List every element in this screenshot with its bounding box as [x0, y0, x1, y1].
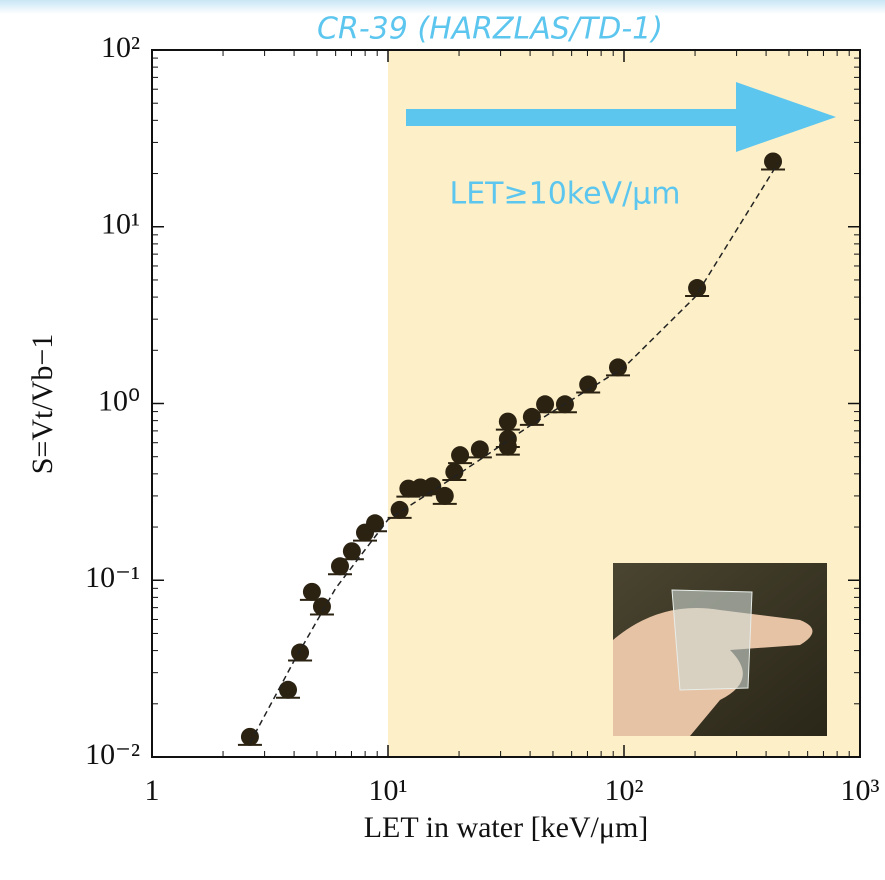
fit-line: [249, 162, 779, 744]
data-point: [291, 643, 310, 662]
data-point: [470, 440, 489, 459]
arrow-head: [736, 82, 836, 152]
x-tick-label: 1: [145, 774, 160, 807]
data-point: [522, 407, 541, 426]
y-tick-label: 10⁻²: [85, 738, 140, 771]
data-point: [279, 680, 298, 699]
data-point: [608, 358, 627, 377]
data-point: [445, 462, 464, 481]
data-point: [451, 446, 470, 465]
data-point: [366, 514, 385, 533]
y-tick-label: 10¹: [101, 208, 140, 241]
data-point: [579, 375, 598, 394]
annotation: LET≥10keV/μm: [449, 177, 680, 212]
data-point: [423, 477, 442, 496]
chart-title: CR-39 (HARZLAS/TD-1): [317, 12, 663, 47]
data-point: [302, 582, 321, 601]
y-tick-label: 10²: [101, 31, 140, 64]
arrow-shaft: [406, 109, 736, 126]
y-tick-label: 10⁻¹: [85, 561, 140, 594]
data-point: [688, 279, 707, 298]
y-tick-label: 10⁰: [98, 384, 140, 417]
photo-plate: [671, 589, 753, 691]
data-point: [342, 542, 361, 561]
data-point: [390, 500, 409, 519]
data-point: [536, 395, 555, 414]
data-point: [240, 727, 259, 746]
data-point: [764, 152, 783, 171]
x-axis-label: LET in water [keV/μm]: [364, 811, 649, 844]
x-tick-label: 10²: [605, 774, 644, 807]
decoration: [406, 82, 836, 736]
data-point: [435, 486, 454, 505]
x-tick-label: 10¹: [369, 774, 408, 807]
data-point: [330, 557, 349, 576]
top-bar: [0, 0, 885, 14]
data-point: [312, 597, 331, 616]
data-point: [498, 437, 517, 456]
data-point: [498, 412, 517, 431]
x-tick-label: 10³: [841, 774, 880, 807]
y-axis-label: S=Vt/Vb−1: [26, 334, 59, 475]
